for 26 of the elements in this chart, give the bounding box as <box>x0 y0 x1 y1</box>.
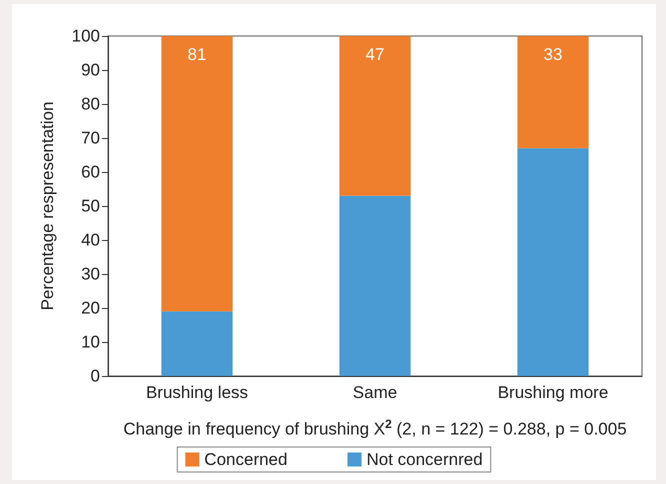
bar <box>339 196 411 376</box>
y-tick-label: 90 <box>81 60 100 80</box>
x-tick-label: Brushing less <box>146 383 248 402</box>
y-tick-label: 40 <box>81 230 100 250</box>
y-tick-label: 30 <box>81 264 100 284</box>
y-tick-label: 60 <box>81 162 100 182</box>
bar <box>517 36 589 148</box>
x-tick-label: Same <box>352 383 398 402</box>
y-tick-label: 50 <box>81 196 100 216</box>
bar <box>339 36 411 196</box>
y-tick-label: 70 <box>81 128 100 148</box>
y-tick-label: 80 <box>81 94 100 114</box>
x-tick-label: Brushing more <box>498 383 608 402</box>
bar <box>161 36 233 312</box>
y-axis-title: Percentage respresentation <box>38 102 57 310</box>
y-tick-label: 20 <box>81 298 100 318</box>
data-label: 33 <box>544 45 562 64</box>
y-tick-label: 0 <box>90 366 100 386</box>
y-tick-label: 10 <box>81 332 100 352</box>
bar <box>517 148 589 376</box>
bar <box>161 311 233 376</box>
data-label: 81 <box>188 45 206 64</box>
data-label: 47 <box>366 45 384 64</box>
legend-label: Concerned <box>204 450 288 469</box>
legend-label: Not concernred <box>366 450 483 469</box>
y-tick-label: 100 <box>72 26 100 46</box>
